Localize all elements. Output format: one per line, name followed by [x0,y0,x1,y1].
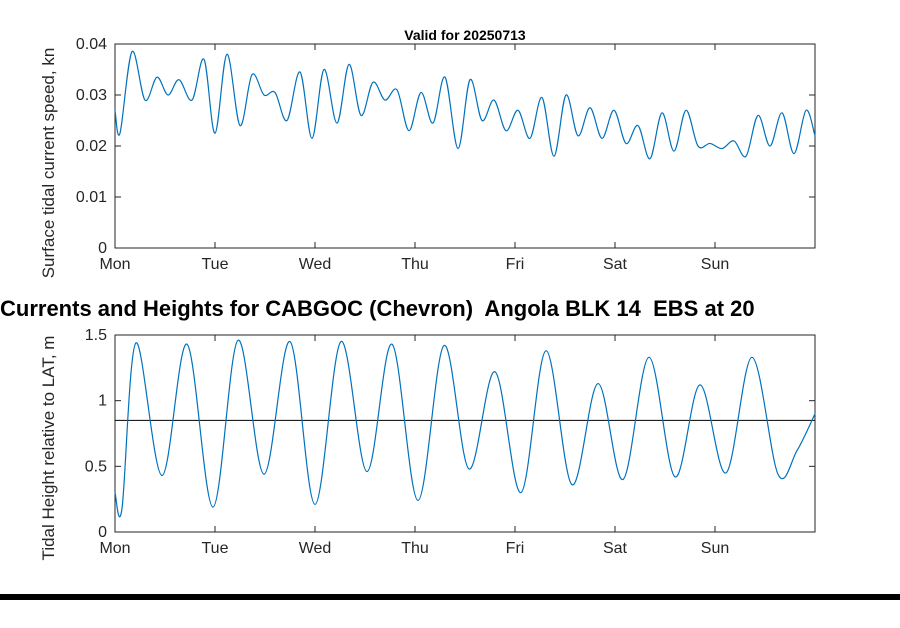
surface-current-speed-line [114,51,816,160]
y-tick-label: 0.03 [76,87,107,104]
x-tick-label: Sat [603,540,628,557]
tidal-height-line [114,339,816,518]
figure-title: Currents and Heights for CABGOC (Chevron… [0,296,755,321]
y-tick-label: 0.02 [76,138,107,155]
y-tick-label: 0.01 [76,189,107,206]
surface-current-speed-plot: Mon Tue Wed Thu Fri Sat Sun 0 0.01 0.02 0.03 0.04 [76,36,816,273]
y-tick-label: 0.5 [85,458,107,475]
x-tick-label: Tue [202,256,229,273]
tidal-height-plot: Mon Tue Wed Thu Fri Sat Sun 0 0.5 1 1.5 [85,327,816,557]
x-tick-label: Wed [299,540,332,557]
y-tick-label: 0 [98,240,107,257]
x-tick-label: Thu [401,256,429,273]
top-chart-title: Valid for 20250713 [404,27,526,43]
y-tick-label: 0 [98,524,107,541]
y-tick-label: 1 [98,393,107,410]
x-tick-label: Wed [299,256,332,273]
x-tick-label: Thu [401,540,429,557]
x-tick-label: Tue [202,540,229,557]
x-tick-label: Sun [701,540,729,557]
x-tick-label: Sun [701,256,729,273]
figure-canvas: Mon Tue Wed Thu Fri Sat Sun00.010.020.030.04Mo… [76,36,816,557]
bottom-chart-ylabel: Tidal Height relative to LAT, m [39,335,58,561]
tidal-height-axes-box [114,334,816,533]
x-tick-label: Fri [506,540,525,557]
x-tick-label: Sat [603,256,628,273]
y-tick-label: 1.5 [85,327,107,344]
surface-current-speed-axes-box [114,43,816,249]
x-tick-label: Mon [99,256,130,273]
x-tick-label: Mon [99,540,130,557]
x-tick-label: Fri [506,256,525,273]
y-tick-label: 0.04 [76,36,107,53]
bottom-edge-bar [0,594,900,600]
